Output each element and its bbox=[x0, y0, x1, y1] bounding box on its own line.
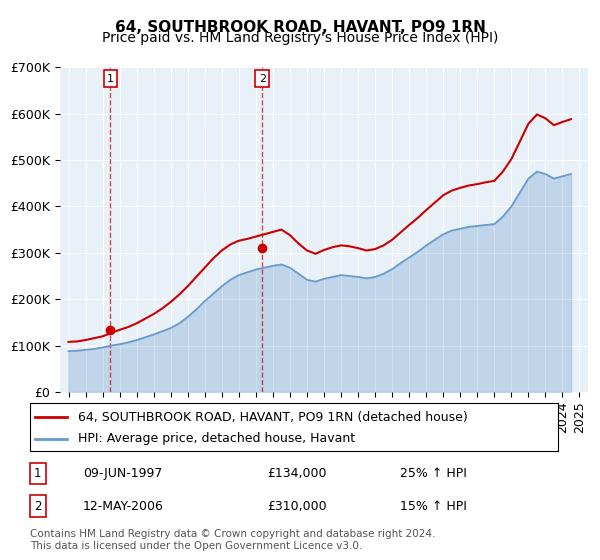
Text: 64, SOUTHBROOK ROAD, HAVANT, PO9 1RN: 64, SOUTHBROOK ROAD, HAVANT, PO9 1RN bbox=[115, 20, 485, 35]
Text: Contains HM Land Registry data © Crown copyright and database right 2024.
This d: Contains HM Land Registry data © Crown c… bbox=[30, 529, 436, 551]
Text: 15% ↑ HPI: 15% ↑ HPI bbox=[400, 500, 466, 512]
Text: £134,000: £134,000 bbox=[268, 466, 327, 480]
Text: HPI: Average price, detached house, Havant: HPI: Average price, detached house, Hava… bbox=[77, 432, 355, 445]
Text: 12-MAY-2006: 12-MAY-2006 bbox=[83, 500, 164, 512]
Text: 2: 2 bbox=[259, 73, 266, 83]
Text: 09-JUN-1997: 09-JUN-1997 bbox=[83, 466, 162, 480]
Text: 2: 2 bbox=[34, 500, 41, 512]
Text: 1: 1 bbox=[107, 73, 114, 83]
Text: Price paid vs. HM Land Registry's House Price Index (HPI): Price paid vs. HM Land Registry's House … bbox=[102, 31, 498, 45]
Text: 64, SOUTHBROOK ROAD, HAVANT, PO9 1RN (detached house): 64, SOUTHBROOK ROAD, HAVANT, PO9 1RN (de… bbox=[77, 411, 467, 424]
Text: 1: 1 bbox=[34, 466, 41, 480]
Text: £310,000: £310,000 bbox=[268, 500, 327, 512]
Text: 25% ↑ HPI: 25% ↑ HPI bbox=[400, 466, 466, 480]
